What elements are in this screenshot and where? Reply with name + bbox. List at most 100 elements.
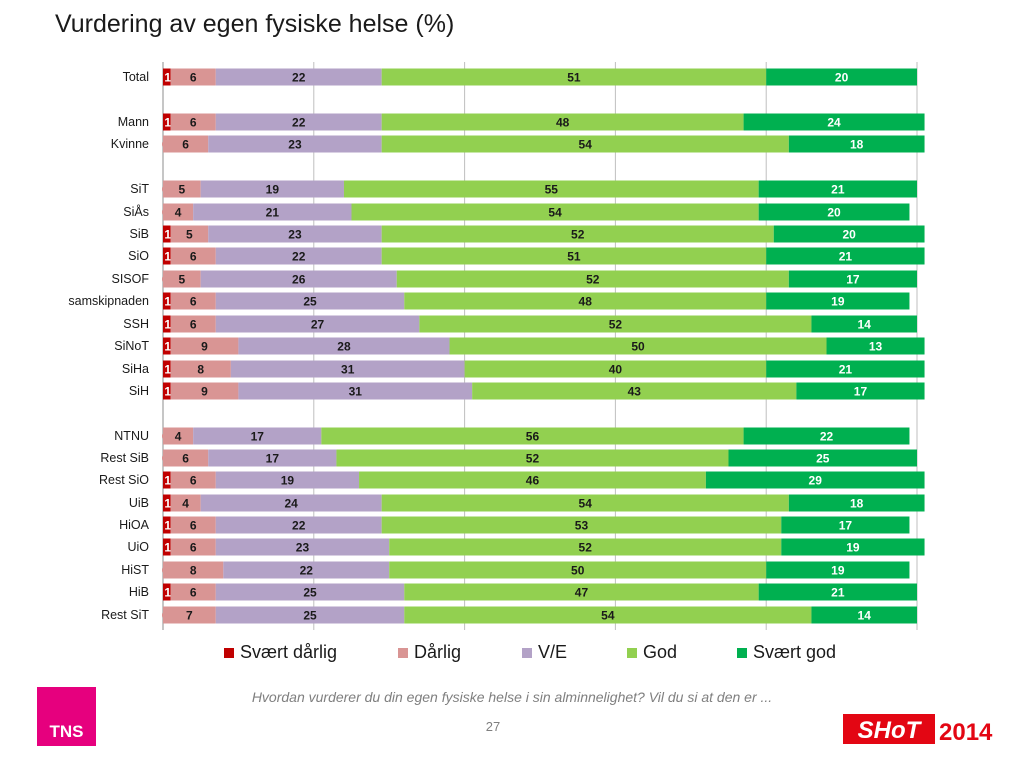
shot-logo-box [843, 714, 935, 744]
bar-uib-series-4 [788, 494, 925, 512]
data-label-hioa-series-2: 22 [292, 519, 306, 533]
data-label-rest-sio-series-2: 19 [281, 474, 295, 488]
bar-total-series-0 [163, 68, 171, 86]
bar-rest-sit-series-4 [811, 606, 917, 624]
row-label-ntnu: NTNU [114, 429, 149, 443]
data-label-sinot-series-3: 50 [631, 340, 645, 354]
bar-uio-series-2 [215, 538, 390, 556]
data-label-hioa-series-0: 1 [164, 519, 171, 533]
bar-sio-series-3 [381, 247, 767, 265]
bar-sio-series-0 [163, 247, 171, 265]
row-label-kvinne: Kvinne [111, 137, 149, 151]
data-label-siås-series-3: 54 [548, 206, 562, 220]
bar-hioa-series-0 [163, 516, 171, 534]
row-label-uio: UiO [127, 540, 149, 554]
data-label-rest-sit-series-2: 25 [303, 609, 317, 623]
bar-mann-series-0 [163, 113, 171, 131]
bar-hib-series-2 [215, 583, 405, 601]
data-label-hioa-series-4: 17 [839, 519, 853, 533]
survey-question-footnote: Hvordan vurderer du din egen fysiske hel… [251, 689, 773, 705]
data-label-ntnu-series-1: 4 [175, 430, 182, 444]
data-label-ssh-series-4: 14 [858, 318, 872, 332]
row-label-ssh: SSH [123, 317, 149, 331]
data-label-hib-series-2: 25 [303, 586, 317, 600]
bar-kvinne-series-1 [163, 135, 209, 153]
data-label-uib-series-2: 24 [285, 497, 299, 511]
row-label-siha: SiHa [122, 362, 149, 376]
bar-sisof-series-2 [200, 270, 397, 288]
bar-rest-sib-series-3 [336, 449, 729, 467]
data-label-hib-series-3: 47 [575, 586, 589, 600]
bar-ssh-series-1 [170, 315, 216, 333]
data-label-siha-series-3: 40 [609, 363, 623, 377]
data-label-rest-sio-series-3: 46 [526, 474, 540, 488]
bars: 1622512016224824062354180519552104215420… [162, 68, 925, 624]
data-label-rest-sit-series-4: 14 [858, 609, 872, 623]
bar-siha-series-3 [464, 360, 767, 378]
legend-label-ve: V/E [538, 642, 568, 662]
bar-hist-series-2 [223, 561, 390, 579]
bar-kvinne-series-3 [381, 135, 789, 153]
data-label-sisof-series-2: 26 [292, 273, 306, 287]
legend-item-svaert-god: Svært god [737, 642, 836, 663]
data-label-mann-series-3: 48 [556, 116, 570, 130]
data-label-hib-series-4: 21 [831, 586, 845, 600]
bar-siha-series-1 [170, 360, 231, 378]
data-label-ntnu-series-3: 56 [526, 430, 540, 444]
bar-sisof-series-4 [788, 270, 917, 288]
data-label-uio-series-3: 52 [579, 541, 593, 555]
data-label-rest-sit-series-1: 7 [186, 609, 193, 623]
data-label-sisof-series-1: 5 [179, 273, 186, 287]
bar-hioa-series-4 [781, 516, 910, 534]
data-label-ntnu-series-2: 17 [251, 430, 265, 444]
bar-sio-series-1 [170, 247, 216, 265]
bar-sio-series-4 [766, 247, 925, 265]
bar-sisof-series-1 [163, 270, 201, 288]
bar-uio-series-4 [781, 538, 925, 556]
page-title: Vurdering av egen fysiske helse (%) [55, 10, 455, 38]
bar-ntnu-series-1 [163, 427, 194, 445]
bar-ssh-series-4 [811, 315, 917, 333]
data-label-sih-series-0: 1 [164, 385, 171, 399]
legend-item-svaert-darlig: Svært dårlig [224, 642, 337, 663]
data-label-kvinne-series-1: 6 [182, 138, 189, 152]
shot-2014-logo: SHoT 2014 [843, 714, 993, 746]
bar-hib-series-1 [170, 583, 216, 601]
bar-sinot-series-0 [163, 337, 171, 355]
bar-mann-series-1 [170, 113, 216, 131]
bar-ntnu-series-2 [193, 427, 322, 445]
bar-rest-sib-series-2 [208, 449, 337, 467]
data-label-sib-series-1: 5 [186, 228, 193, 242]
bar-total-series-4 [766, 68, 917, 86]
data-label-sinot-series-4: 13 [869, 340, 883, 354]
bar-total-series-3 [381, 68, 767, 86]
data-label-kvinne-series-2: 23 [288, 138, 302, 152]
bar-sit-series-2 [200, 180, 344, 198]
data-label-siha-series-1: 8 [197, 363, 204, 377]
bar-uio-series-3 [389, 538, 782, 556]
row-labels: Total Mann Kvinne SiT SiÅs SiB SiO SISOF samskip… [68, 70, 149, 622]
bar-total-series-2 [215, 68, 382, 86]
bar-mann-series-3 [381, 113, 744, 131]
data-label-hist-series-4: 19 [831, 564, 845, 578]
data-label-siha-series-4: 21 [839, 363, 853, 377]
data-label-mann-series-1: 6 [190, 116, 197, 130]
data-label-sit-series-1: 5 [179, 183, 186, 197]
data-label-uib-series-3: 54 [579, 497, 593, 511]
bar-sib-series-4 [773, 225, 925, 243]
shot-logo-text: SHoT [858, 717, 923, 744]
data-label-ssh-series-2: 27 [311, 318, 325, 332]
data-label-samskipnaden-series-0: 1 [164, 295, 171, 309]
data-label-siås-series-1: 4 [175, 206, 182, 220]
data-label-rest-sib-series-3: 52 [526, 452, 540, 466]
bar-uib-series-0 [163, 494, 171, 512]
data-label-mann-series-2: 22 [292, 116, 306, 130]
bar-hist-series-3 [389, 561, 767, 579]
bar-samskipnaden-series-0 [163, 292, 171, 310]
data-label-sib-series-3: 52 [571, 228, 585, 242]
data-label-sio-series-2: 22 [292, 250, 306, 264]
data-label-uib-series-4: 18 [850, 497, 864, 511]
row-label-mann: Mann [118, 115, 149, 129]
bar-ssh-series-3 [419, 315, 812, 333]
data-label-sib-series-2: 23 [288, 228, 302, 242]
